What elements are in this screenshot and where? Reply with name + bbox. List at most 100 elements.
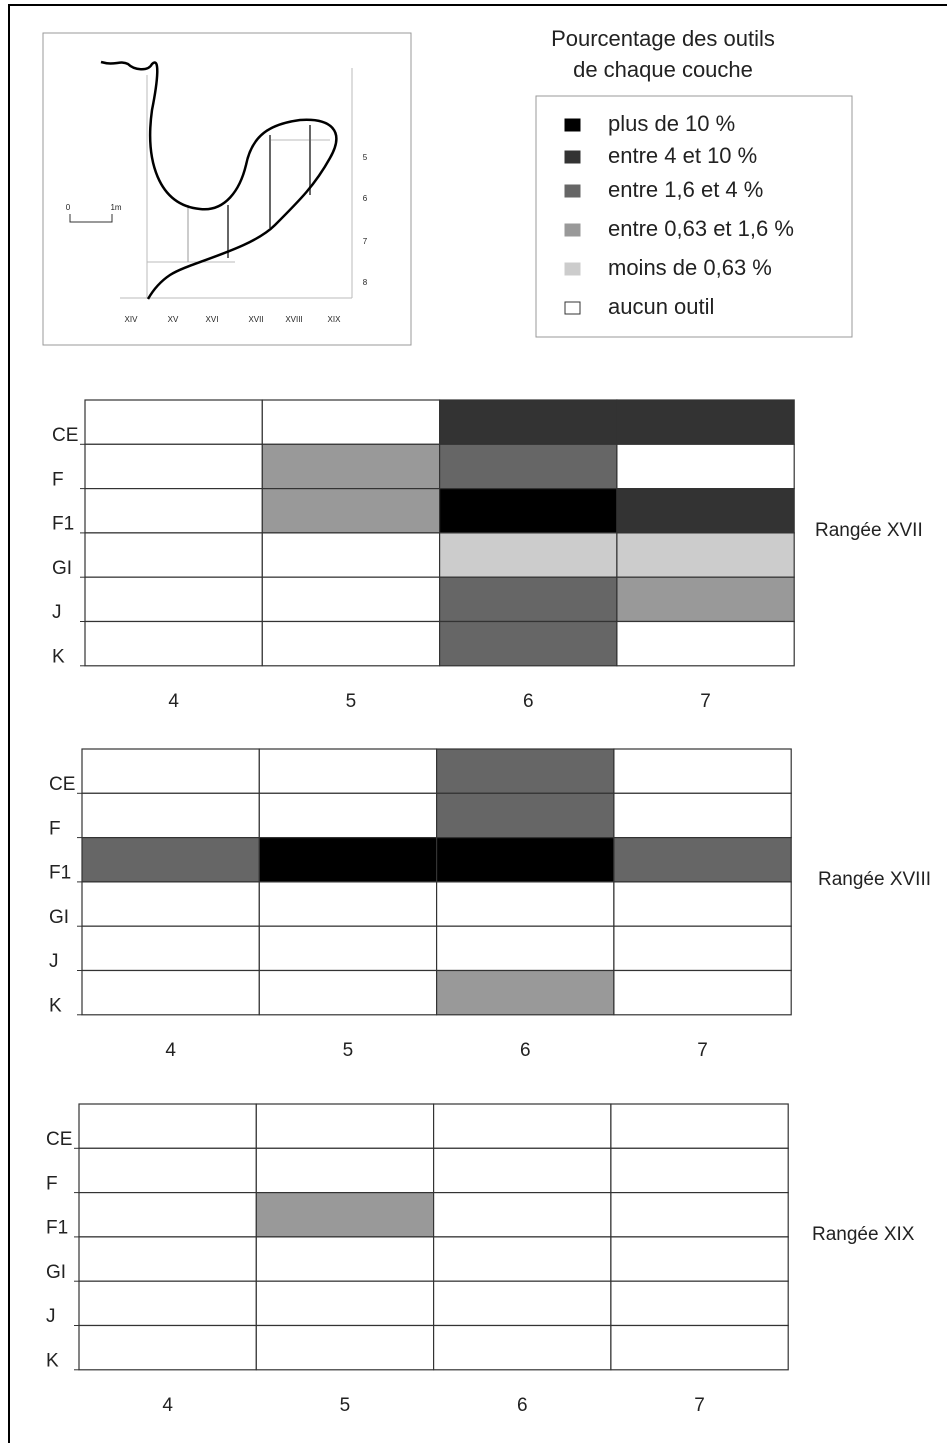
grid-cell <box>258 969 438 1016</box>
legend-swatch <box>564 223 581 237</box>
grid-cell <box>613 881 792 927</box>
row-name: Rangée XVIII <box>818 869 931 890</box>
legend-box <box>535 95 853 338</box>
grid-cell <box>433 1147 612 1194</box>
layer-label: CE <box>49 774 75 795</box>
grid-cell <box>84 576 263 623</box>
grid-cell <box>433 1236 612 1282</box>
depth-label: 8 <box>363 278 368 287</box>
grid-cell <box>78 1280 257 1327</box>
grid-cell <box>616 443 795 490</box>
grid-cell <box>613 792 792 839</box>
layer-label: GI <box>46 1262 66 1283</box>
grid-cell <box>84 488 263 534</box>
row-label: XV <box>168 315 179 324</box>
depth-label: 6 <box>363 194 368 203</box>
scale-label: 1m <box>110 203 121 212</box>
square-label: 4 <box>162 1395 173 1416</box>
row-name: Rangée XVII <box>815 520 923 541</box>
grid-cell <box>78 1324 257 1371</box>
grid-cell <box>436 792 615 839</box>
grid-cell <box>439 620 618 667</box>
layer-label: F1 <box>46 1218 68 1239</box>
depth-label: 5 <box>363 153 368 162</box>
square-label: 5 <box>340 1395 351 1416</box>
row-label: XIX <box>328 315 342 324</box>
grid-cell <box>81 881 260 927</box>
legend-label: plus de 10 % <box>608 111 735 136</box>
grid-cell <box>439 399 618 445</box>
grid-cell <box>255 1191 435 1238</box>
grid-cell <box>613 925 792 972</box>
frame <box>8 4 947 1448</box>
square-label: 7 <box>700 691 711 712</box>
scale-label: 0 <box>66 203 71 212</box>
grid-cell <box>436 748 615 794</box>
row-label: XVI <box>206 315 219 324</box>
grid-cell <box>439 532 618 578</box>
grid-cell <box>613 748 792 794</box>
grid-cell <box>78 1103 257 1149</box>
grid-cell <box>616 532 795 578</box>
legend-label: entre 1,6 et 4 % <box>608 177 763 202</box>
row-name: Rangée XIX <box>812 1224 915 1245</box>
square-label: 7 <box>694 1395 705 1416</box>
grid-cell <box>439 443 618 490</box>
grid-cell <box>255 1103 435 1149</box>
grid-cell <box>78 1236 257 1282</box>
grid-cell <box>436 881 615 927</box>
grid-cell <box>610 1236 789 1282</box>
grid-cell <box>84 443 263 490</box>
legend-label: aucun outil <box>608 294 714 319</box>
grid-cell <box>433 1191 612 1238</box>
layer-label: F1 <box>52 514 74 535</box>
square-label: 6 <box>520 1040 531 1061</box>
grid-cell <box>436 836 615 883</box>
legend-swatch <box>564 118 581 132</box>
legend-swatch <box>564 301 581 315</box>
legend-label: entre 0,63 et 1,6 % <box>608 216 794 241</box>
grid-cell <box>610 1191 789 1238</box>
grid-cell <box>613 969 792 1016</box>
row-label: XVII <box>248 315 263 324</box>
layer-label: F1 <box>49 863 71 884</box>
square-label: 6 <box>523 691 534 712</box>
legend-label: entre 4 et 10 % <box>608 143 757 168</box>
legend-title: de chaque couche <box>573 57 753 82</box>
legend-swatch <box>564 262 581 276</box>
grid-cell <box>255 1280 435 1327</box>
grid-cell <box>81 748 260 794</box>
grid-cell <box>616 399 795 445</box>
grid-cell <box>84 532 263 578</box>
grid-cell <box>81 836 260 883</box>
grid-cell <box>439 488 618 534</box>
grid-cell <box>84 399 263 445</box>
square-label: 4 <box>165 1040 176 1061</box>
grid-cell <box>261 620 441 667</box>
grid-cell <box>610 1324 789 1371</box>
grid-cell <box>439 576 618 623</box>
grid-cell <box>81 925 260 972</box>
grid-cell <box>261 443 441 490</box>
legend-swatch <box>564 150 581 164</box>
layer-label: GI <box>49 907 69 928</box>
layer-label: F <box>52 469 64 490</box>
inset-box <box>42 32 412 346</box>
grid-cell <box>81 792 260 839</box>
legend-title: Pourcentage des outils <box>551 26 775 51</box>
depth-label: 7 <box>363 237 368 246</box>
grid-cell <box>258 748 438 794</box>
layer-label: F <box>49 818 61 839</box>
grid-cell <box>81 969 260 1016</box>
grid-cell <box>258 881 438 927</box>
square-label: 5 <box>346 691 357 712</box>
scale-bar <box>69 214 113 223</box>
grid-cell <box>258 792 438 839</box>
grid-cell <box>261 532 441 578</box>
grid-cell <box>84 620 263 667</box>
inset-lines <box>120 68 353 299</box>
grid-cell <box>78 1191 257 1238</box>
grid-cell <box>436 969 615 1016</box>
